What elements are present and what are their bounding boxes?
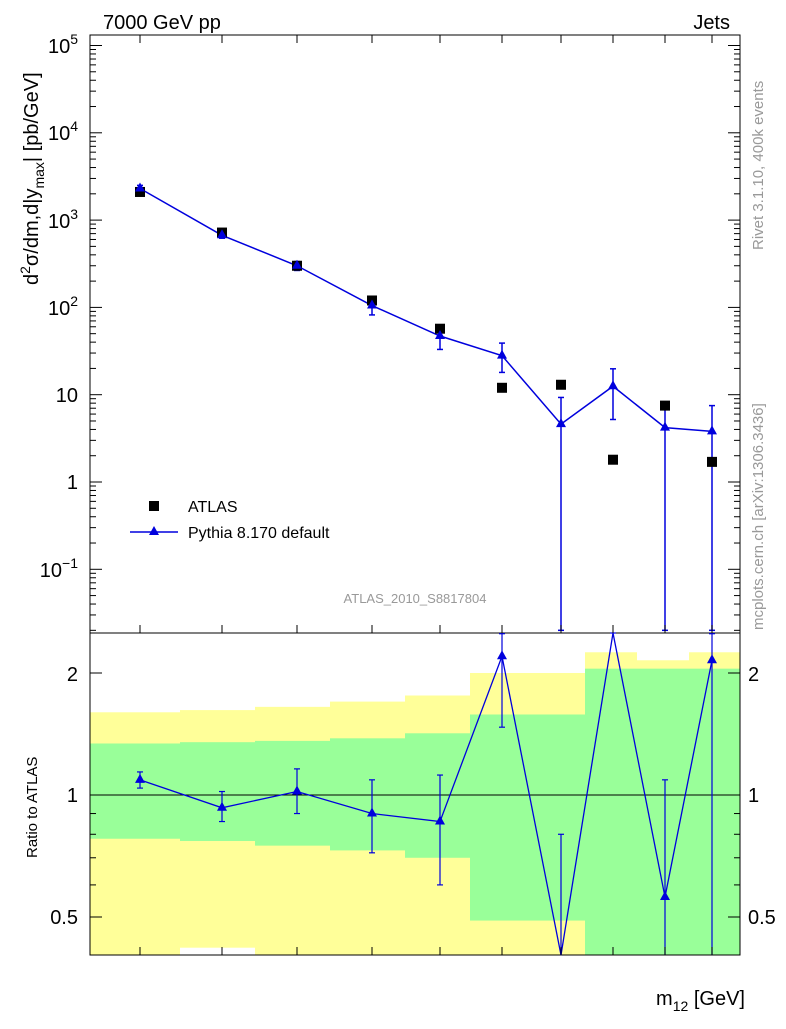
- tick-label-1e3: 103: [48, 206, 78, 233]
- band-inner-bin: [585, 669, 637, 955]
- chart-canvas: 7000 GeV pp Jets Rivet 3.1.10, 400k even…: [0, 0, 786, 1024]
- ratio-tick-2-right: 2: [748, 664, 759, 686]
- data-point: [497, 383, 507, 393]
- band-inner-bin: [470, 714, 585, 920]
- band-inner-bin: [637, 669, 689, 955]
- main-y-tick-labels: 105 104 103 102 10 1 10−1: [40, 31, 78, 582]
- band-inner-bin: [405, 733, 470, 857]
- tick-label-1e5: 105: [48, 31, 78, 58]
- ratio-tick-05-right: 0.5: [748, 907, 776, 929]
- ratio-tick-1-left: 1: [67, 785, 78, 807]
- header-left: 7000 GeV pp: [103, 12, 221, 34]
- legend-mc-marker: [149, 526, 159, 535]
- main-y-axis-label: d2σ/dm,d|ymax| [pb/GeV]: [17, 72, 47, 285]
- mcplots-label: mcplots.cern.ch [arXiv:1306.3436]: [750, 403, 767, 630]
- mc-series-line: [140, 189, 712, 432]
- band-inner-bin: [255, 741, 330, 846]
- tick-label-1e-1: 10−1: [40, 555, 78, 582]
- data-point: [608, 455, 618, 465]
- legend-data-marker: [149, 501, 159, 511]
- ratio-tick-2-left: 2: [67, 664, 78, 686]
- ratio-tick-05-left: 0.5: [50, 907, 78, 929]
- x-axis-label: m12 [GeV]: [656, 988, 745, 1014]
- ratio-bands: [90, 652, 740, 955]
- main-panel-frame: [90, 35, 740, 633]
- main-plot-marks: [135, 183, 717, 631]
- ratio-y-axis-label: Ratio to ATLAS: [24, 757, 41, 858]
- ratio-tick-1-right: 1: [748, 785, 759, 807]
- data-point: [707, 457, 717, 467]
- tick-label-10: 10: [56, 385, 78, 407]
- band-inner-bin: [90, 743, 180, 838]
- mc-point: [660, 422, 670, 431]
- mc-point: [707, 425, 717, 434]
- tick-label-1: 1: [67, 472, 78, 494]
- rivet-label: Rivet 3.1.10, 400k events: [750, 81, 767, 250]
- data-point: [556, 380, 566, 390]
- analysis-watermark: ATLAS_2010_S8817804: [344, 591, 487, 606]
- mc-point: [608, 380, 618, 389]
- ratio-point: [497, 650, 507, 659]
- legend-mc-label: Pythia 8.170 default: [188, 525, 330, 542]
- band-inner-bin: [330, 738, 405, 850]
- legend: ATLAS Pythia 8.170 default: [130, 499, 330, 542]
- band-inner-bin: [689, 669, 740, 955]
- header-right: Jets: [693, 12, 730, 34]
- tick-label-1e4: 104: [48, 118, 78, 145]
- band-inner-bin: [180, 742, 255, 841]
- legend-data-label: ATLAS: [188, 499, 238, 516]
- data-point: [660, 401, 670, 411]
- tick-label-1e2: 102: [48, 293, 78, 320]
